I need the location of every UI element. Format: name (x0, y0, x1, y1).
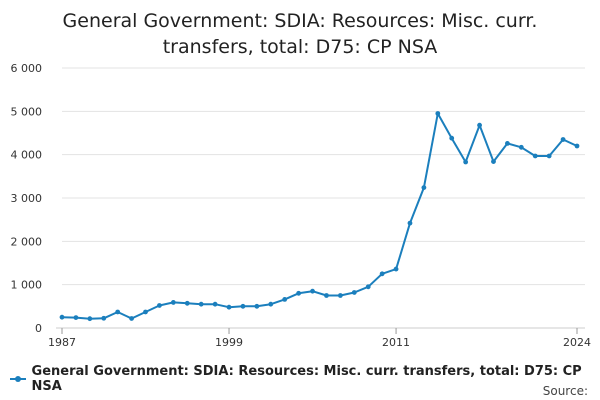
data-point (421, 185, 427, 191)
chart-title: General Government: SDIA: Resources: Mis… (62, 10, 538, 58)
data-point (560, 137, 566, 142)
data-point (101, 315, 107, 321)
y-tick-label: 6 000 (11, 62, 43, 75)
data-point (449, 135, 455, 141)
data-point (59, 314, 65, 320)
data-point (310, 288, 315, 294)
data-point (337, 293, 343, 298)
data-point (184, 300, 190, 306)
data-point (212, 301, 218, 307)
data-point (240, 303, 246, 309)
data-points (59, 111, 580, 322)
y-tick-label: 4 000 (11, 149, 43, 162)
data-point (296, 290, 302, 296)
data-point (129, 316, 134, 321)
data-point (407, 220, 413, 226)
series-line-group (61, 112, 578, 320)
data-point (73, 315, 79, 320)
data-point (477, 122, 482, 128)
legend-label: General Government: SDIA: Resources: Mis… (31, 364, 582, 394)
data-point (505, 141, 510, 146)
data-point (351, 290, 357, 295)
data-point (254, 303, 260, 309)
grid-lines (62, 67, 585, 286)
legend-swatch (10, 373, 26, 385)
x-tick-label: 2011 (382, 336, 410, 349)
data-point (379, 271, 385, 277)
y-tick-label: 2 000 (11, 235, 43, 248)
data-point (324, 293, 329, 298)
data-point (282, 297, 288, 302)
y-tick-label: 1 000 (11, 279, 43, 292)
legend[interactable]: General Government: SDIA: Resources: Mis… (10, 364, 600, 394)
x-tick-label: 2024 (563, 336, 591, 349)
data-point (491, 159, 496, 165)
axes: 0 1 000 2 000 3 000 4 000 5 000 6 000 1987 1999 2… (11, 62, 592, 349)
data-point (532, 153, 538, 159)
y-tick-label: 0 (35, 322, 42, 335)
data-point (518, 144, 524, 150)
data-point (115, 309, 121, 315)
data-point (198, 301, 204, 307)
data-point (157, 303, 162, 308)
data-point (268, 301, 274, 307)
source-label: Source: (542, 384, 588, 398)
y-tick-label: 5 000 (11, 105, 43, 118)
data-point (393, 266, 399, 272)
data-point (226, 304, 232, 310)
data-point (143, 309, 148, 315)
series-line (61, 112, 578, 320)
x-tick-label: 1987 (48, 336, 76, 349)
data-point (87, 316, 93, 322)
data-point (463, 159, 469, 165)
data-point (574, 143, 580, 149)
data-point (435, 111, 441, 116)
x-tick-label: 1999 (215, 336, 243, 349)
data-point (170, 300, 176, 305)
y-tick-label: 3 000 (11, 192, 43, 205)
data-point (546, 153, 552, 159)
data-point (365, 284, 371, 290)
